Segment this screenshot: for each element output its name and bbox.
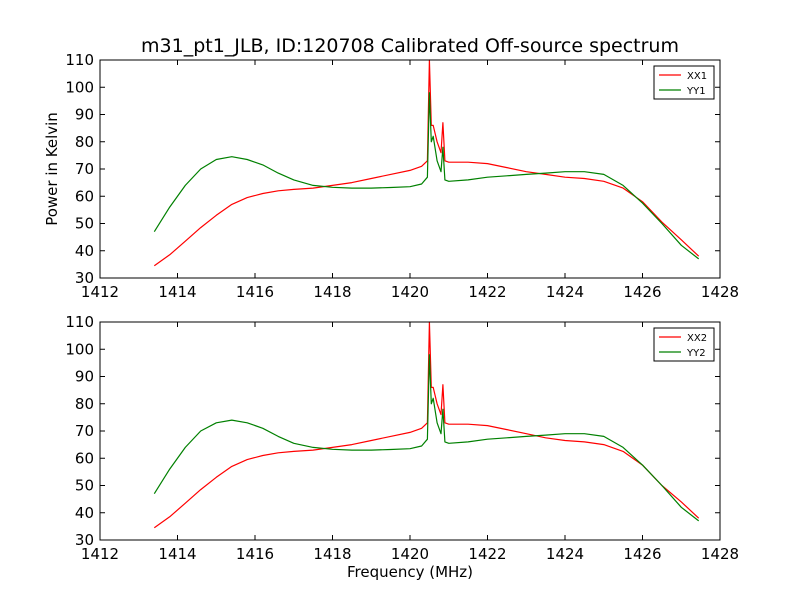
top-panel: 1412 1414 1416 1418 1420 1422 1424 1426 1428 30 40… bbox=[65, 51, 739, 301]
x-tick-label: 1418 bbox=[313, 283, 351, 301]
x-tick-label: 1420 bbox=[391, 283, 429, 301]
x-tick-label: 1418 bbox=[313, 545, 351, 563]
y-tick-label: 90 bbox=[75, 368, 94, 386]
y-tick-label: 30 bbox=[75, 531, 94, 549]
legend-box bbox=[653, 65, 715, 100]
series-line-xx2 bbox=[153, 321, 700, 529]
x-tick-label: 1412 bbox=[81, 545, 119, 563]
series-line-xx1 bbox=[153, 59, 700, 267]
y-tick-label: 50 bbox=[75, 215, 94, 233]
y-tick-label: 60 bbox=[75, 449, 94, 467]
x-tick-label: 1414 bbox=[158, 545, 196, 563]
legend-label: XX1 bbox=[687, 71, 707, 82]
x-tick-label: 1412 bbox=[81, 283, 119, 301]
x-axis-label: Frequency (MHz) bbox=[347, 563, 473, 581]
x-tick-label: 1422 bbox=[468, 283, 506, 301]
y-axis-label: Power in Kelvin bbox=[43, 112, 61, 226]
y-tick-label: 110 bbox=[65, 313, 94, 331]
series-line-yy1 bbox=[153, 92, 700, 260]
x-tick-label: 1426 bbox=[623, 283, 661, 301]
x-tick-label: 1424 bbox=[546, 283, 584, 301]
series-line-yy2 bbox=[153, 354, 700, 522]
x-tick-label: 1414 bbox=[158, 283, 196, 301]
x-tick-label: 1416 bbox=[236, 283, 274, 301]
x-tick-label: 1424 bbox=[546, 545, 584, 563]
x-tick-label: 1416 bbox=[236, 545, 274, 563]
chart-title: m31_pt1_JLB, ID:120708 Calibrated Off-so… bbox=[141, 35, 679, 57]
plot-frame bbox=[99, 59, 721, 279]
y-tick-label: 50 bbox=[75, 477, 94, 495]
y-tick-label: 90 bbox=[75, 106, 94, 124]
y-tick-label: 40 bbox=[75, 242, 94, 260]
y-tick-label: 30 bbox=[75, 269, 94, 287]
y-tick-label: 100 bbox=[65, 340, 94, 358]
y-tick-label: 80 bbox=[75, 133, 94, 151]
x-tick-label: 1420 bbox=[391, 545, 429, 563]
x-tick-label: 1422 bbox=[468, 545, 506, 563]
legend-label: YY1 bbox=[686, 86, 706, 97]
x-tick-label: 1428 bbox=[701, 283, 739, 301]
y-tick-label: 40 bbox=[75, 504, 94, 522]
legend-box bbox=[653, 327, 715, 362]
legend-label: XX2 bbox=[687, 333, 707, 344]
y-tick-label: 60 bbox=[75, 187, 94, 205]
y-tick-label: 100 bbox=[65, 78, 94, 96]
y-tick-label: 80 bbox=[75, 395, 94, 413]
x-tick-label: 1426 bbox=[623, 545, 661, 563]
y-tick-label: 110 bbox=[65, 51, 94, 69]
bottom-panel: 1412 1414 1416 1418 1420 1422 1424 1426 1428 30 40… bbox=[65, 313, 739, 563]
y-tick-label: 70 bbox=[75, 422, 94, 440]
legend-label: YY2 bbox=[686, 348, 706, 359]
plot-frame bbox=[99, 321, 721, 541]
y-tick-label: 70 bbox=[75, 160, 94, 178]
x-tick-label: 1428 bbox=[701, 545, 739, 563]
